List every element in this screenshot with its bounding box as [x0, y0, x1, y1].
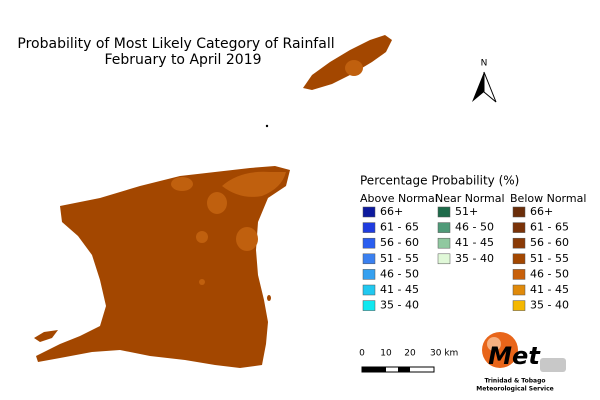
legend-label: 61 - 65	[380, 221, 419, 234]
legend-label: 35 - 40	[455, 252, 494, 265]
legend-label: 46 - 50	[530, 267, 569, 280]
title-line: Probability of Most Likely Category of R…	[17, 36, 334, 52]
legend-label: 66+	[530, 205, 553, 218]
legend-header: Below Normal	[510, 192, 586, 205]
legend-swatch	[512, 237, 526, 249]
scale-label: 0	[359, 349, 365, 359]
legend-swatch	[512, 269, 526, 280]
legend-label: 51+	[455, 205, 478, 218]
legend-swatch	[512, 284, 526, 296]
legend-label: 35 - 40	[380, 299, 419, 312]
legend-label: 35 - 40	[530, 299, 569, 312]
legend-header: Near Normal	[435, 192, 505, 205]
legend-label: 56 - 60	[530, 236, 569, 249]
legend-swatch	[362, 237, 376, 249]
scale-bar: 0 10 20 30 km	[359, 349, 458, 373]
scale-label: 10	[380, 349, 392, 359]
legend-swatch	[512, 222, 526, 233]
legend-swatch	[437, 253, 451, 265]
legend-swatch	[512, 253, 526, 265]
legend-swatch	[512, 300, 526, 311]
legend-swatch	[362, 206, 376, 218]
legend-label: 61 - 65	[530, 221, 569, 234]
legend-label: 51 - 55	[380, 252, 419, 265]
title-line: February to April 2019	[104, 52, 261, 68]
legend-label: 41 - 45	[380, 283, 419, 296]
legend-swatch	[362, 300, 376, 311]
legend-label: 41 - 45	[455, 236, 494, 249]
legend-label: 66+	[380, 205, 403, 218]
legend-label: 46 - 50	[380, 267, 419, 280]
legend-swatch	[437, 206, 451, 218]
legend-label: 46 - 50	[455, 221, 494, 234]
logo-line: Meteorological Service	[476, 386, 553, 393]
legend-title: Percentage Probability (%)	[360, 174, 519, 188]
legend-swatch	[362, 253, 376, 265]
legend-label: 56 - 60	[380, 236, 419, 249]
legend-swatch	[437, 222, 451, 233]
legend-swatch	[362, 222, 376, 233]
islet	[265, 124, 269, 128]
legend: Percentage Probability (%) Above Normal6…	[360, 174, 586, 312]
scale-label: 20	[404, 349, 416, 359]
legend-swatch	[437, 237, 451, 249]
north-label: N	[481, 59, 488, 69]
legend-swatch	[362, 284, 376, 296]
logo-line: Trinidad & Tobago	[484, 378, 545, 385]
logo: Met Trinidad & Tobago Meteorological Ser…	[476, 332, 566, 393]
scale-label: 30 km	[430, 349, 458, 359]
legend-swatch	[512, 206, 526, 218]
logo-name: Met	[488, 342, 541, 370]
legend-label: 41 - 45	[530, 283, 569, 296]
legend-swatch	[362, 269, 376, 280]
legend-header: Above Normal	[360, 192, 438, 205]
trinidad	[34, 166, 290, 368]
tobago	[303, 35, 392, 90]
legend-label: 51 - 55	[530, 252, 569, 265]
north-arrow: N	[472, 59, 497, 103]
